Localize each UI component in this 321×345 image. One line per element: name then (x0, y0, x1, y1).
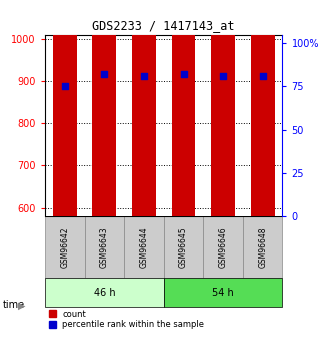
Bar (124, 216, 164, 278)
Bar (251, 0, 274, 216)
Text: 46 h: 46 h (93, 288, 115, 298)
Text: GSM96648: GSM96648 (258, 227, 267, 268)
Title: GDS2233 / 1417143_at: GDS2233 / 1417143_at (92, 19, 235, 32)
Point (102, 71, 107, 77)
Point (221, 73, 226, 79)
Point (181, 71, 186, 77)
Point (62, 83, 67, 89)
Bar (45, 216, 84, 278)
Text: GSM96644: GSM96644 (139, 226, 148, 268)
Text: GSM96645: GSM96645 (179, 226, 188, 268)
Text: 54 h: 54 h (212, 288, 234, 298)
Bar (164, 278, 282, 307)
Bar (172, 0, 195, 216)
Point (141, 73, 146, 79)
Text: GSM96642: GSM96642 (60, 227, 69, 268)
Text: time: time (3, 300, 25, 310)
Bar (243, 216, 282, 278)
Bar (203, 216, 243, 278)
Text: GSM96646: GSM96646 (219, 226, 228, 268)
Bar (92, 0, 116, 216)
Bar (211, 0, 235, 216)
Bar (132, 0, 156, 216)
Point (260, 73, 265, 79)
Bar (84, 216, 124, 278)
Bar (164, 216, 203, 278)
Bar (53, 0, 77, 216)
Text: GSM96643: GSM96643 (100, 226, 109, 268)
Bar (45, 278, 164, 307)
Legend: count, percentile rank within the sample: count, percentile rank within the sample (49, 309, 204, 329)
Text: ▶: ▶ (18, 300, 25, 310)
